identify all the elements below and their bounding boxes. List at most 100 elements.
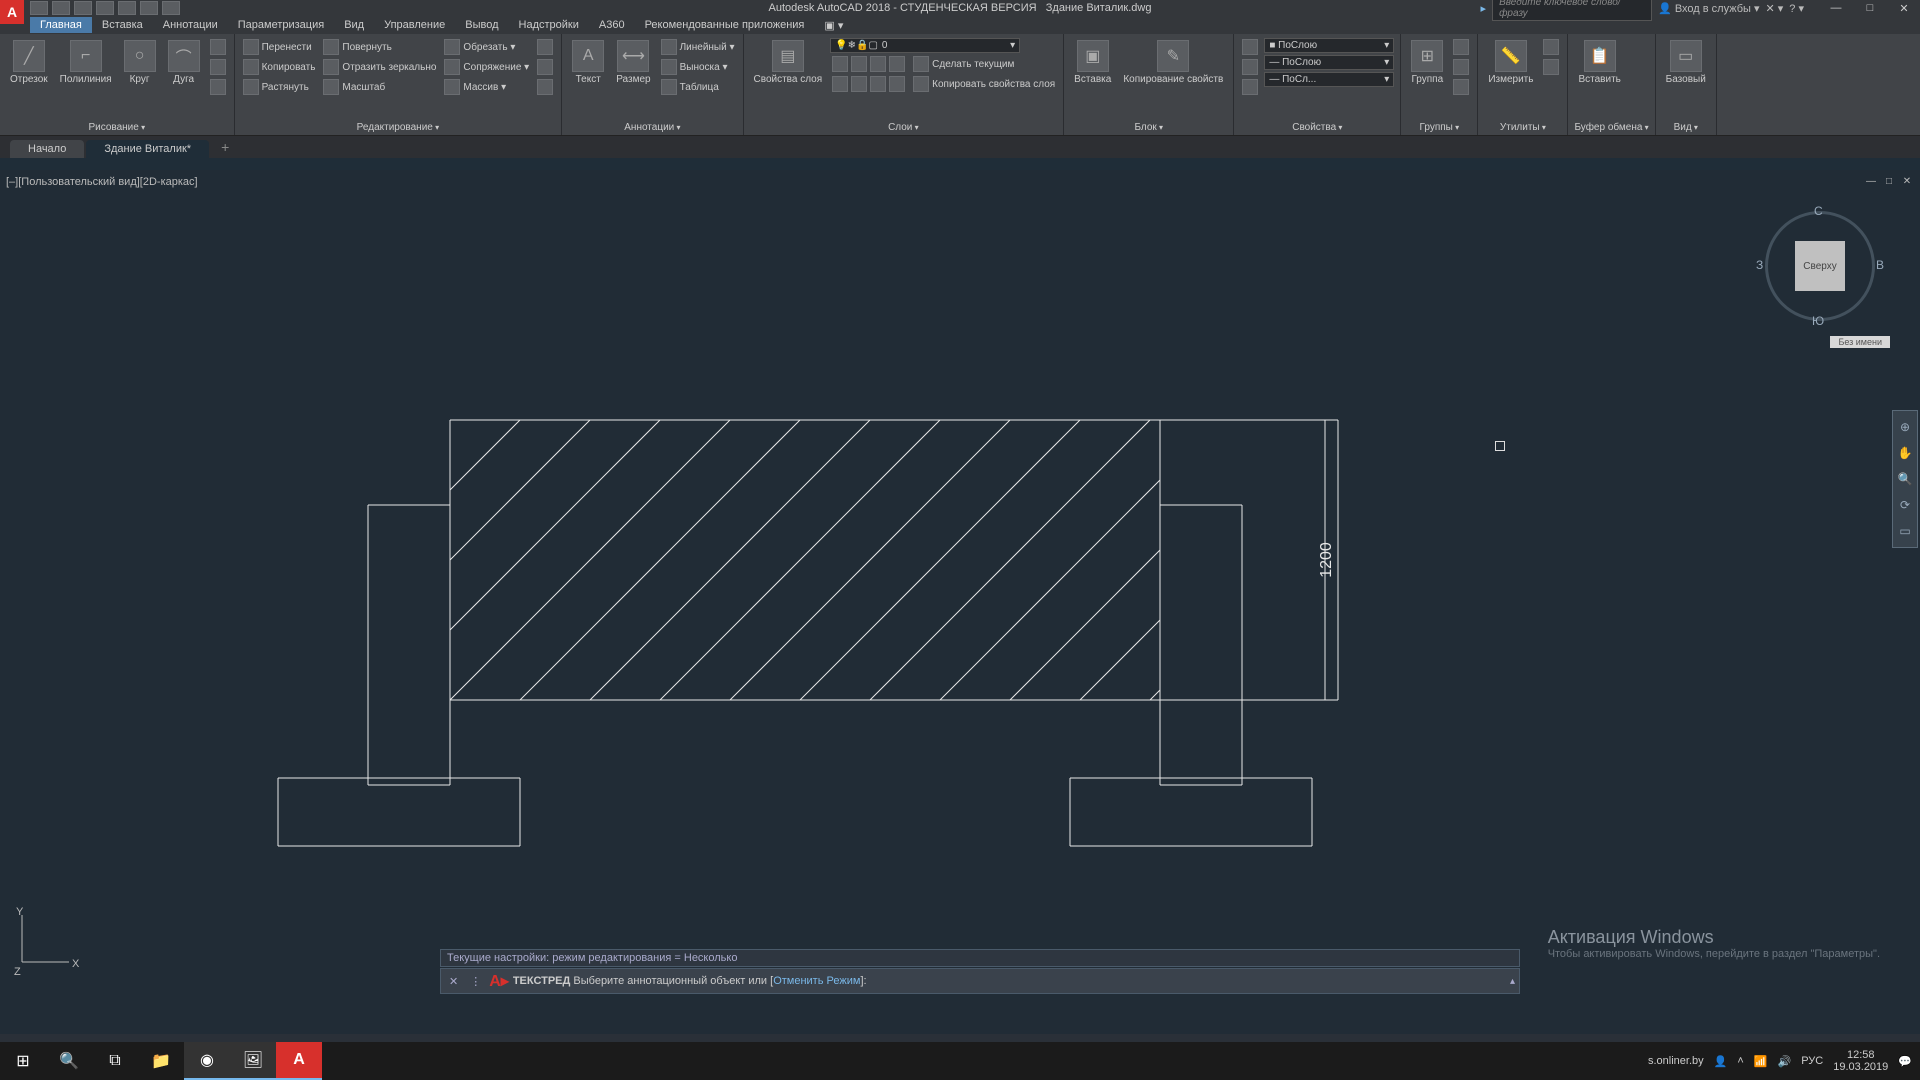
menu-parametric[interactable]: Параметризация xyxy=(228,17,334,33)
qat-new-icon[interactable] xyxy=(30,1,48,15)
group-ex1[interactable] xyxy=(1451,38,1471,56)
tab-document[interactable]: Здание Виталик* xyxy=(86,140,209,158)
arc-button[interactable]: ⌒Дуга xyxy=(164,38,204,87)
drawing-canvas[interactable]: [–][Пользовательский вид][2D-каркас] — □… xyxy=(0,170,1920,1040)
search-button[interactable]: 🔍 xyxy=(46,1042,92,1080)
copyprops-button[interactable]: ✎Копирование свойств xyxy=(1119,38,1227,87)
trim-button[interactable]: Обрезать ▾ xyxy=(442,38,531,56)
leader-button[interactable]: Выноска ▾ xyxy=(659,58,737,76)
qat-saveas-icon[interactable] xyxy=(96,1,114,15)
mirror-button[interactable]: Отразить зеркально xyxy=(321,58,438,76)
compass-w[interactable]: З xyxy=(1756,258,1763,272)
nav-pan-icon[interactable]: ✋ xyxy=(1895,443,1915,463)
nav-orbit-icon[interactable]: ⟳ xyxy=(1895,495,1915,515)
panel-props-title[interactable]: Свойства xyxy=(1240,120,1394,133)
close-button[interactable]: ✕ xyxy=(1888,0,1920,16)
app-logo[interactable]: A xyxy=(0,0,24,24)
tray-up-icon[interactable]: ˄ xyxy=(1737,1055,1743,1067)
viewcube-face[interactable]: Сверху xyxy=(1795,241,1845,291)
command-line[interactable]: Текущие настройки: режим редактирования … xyxy=(440,949,1520,994)
insert-button[interactable]: ▣Вставка xyxy=(1070,38,1115,87)
viewcube-label[interactable]: Без имени xyxy=(1830,336,1890,348)
menu-output[interactable]: Вывод xyxy=(455,17,508,33)
qat-open-icon[interactable] xyxy=(52,1,70,15)
group-button[interactable]: ⊞Группа xyxy=(1407,38,1447,87)
group-ex3[interactable] xyxy=(1451,78,1471,96)
draw-extra2[interactable] xyxy=(208,58,228,76)
menu-insert[interactable]: Вставка xyxy=(92,17,153,33)
panel-utils-title[interactable]: Утилиты xyxy=(1484,120,1561,133)
panel-view-title[interactable]: Вид xyxy=(1662,120,1710,133)
tray-network-icon[interactable]: 📶 xyxy=(1754,1055,1768,1068)
copy-button[interactable]: Копировать xyxy=(241,58,318,76)
tray-volume-icon[interactable]: 🔊 xyxy=(1778,1055,1792,1068)
util-ex1[interactable] xyxy=(1541,38,1561,56)
modify-ex2[interactable] xyxy=(535,58,555,76)
props-btn3[interactable] xyxy=(1240,78,1260,96)
menu-annotate[interactable]: Аннотации xyxy=(153,17,228,33)
panel-draw-title[interactable]: Рисование xyxy=(6,120,228,133)
cmd-recent-icon[interactable]: ▴ xyxy=(1510,976,1515,987)
start-button[interactable]: ⊞ xyxy=(0,1042,46,1080)
line-button[interactable]: ╱Отрезок xyxy=(6,38,52,87)
measure-button[interactable]: 📏Измерить xyxy=(1484,38,1537,87)
panel-clip-title[interactable]: Буфер обмена xyxy=(1574,120,1648,133)
group-ex2[interactable] xyxy=(1451,58,1471,76)
panel-layers-title[interactable]: Слои xyxy=(750,120,1058,133)
nav-showmotion-icon[interactable]: ▭ xyxy=(1895,521,1915,541)
draw-extra3[interactable] xyxy=(208,78,228,96)
draw-extra1[interactable] xyxy=(208,38,228,56)
match-props-button[interactable] xyxy=(1240,38,1260,56)
panel-modify-title[interactable]: Редактирование xyxy=(241,120,556,133)
signin-button[interactable]: 👤 Вход в службы ▾ xyxy=(1658,2,1759,15)
explorer-button[interactable]: 📁 xyxy=(138,1042,184,1080)
menu-featured[interactable]: Рекомендованные приложения xyxy=(635,17,815,33)
panel-groups-title[interactable]: Группы xyxy=(1407,120,1471,133)
stretch-button[interactable]: Растянуть xyxy=(241,78,318,96)
make-current-button[interactable]: Сделать текущим xyxy=(911,55,1057,73)
panel-annot-title[interactable]: Аннотации xyxy=(568,120,736,133)
table-button[interactable]: Таблица xyxy=(659,78,737,96)
viewcube[interactable]: Сверху С Ю В З Без имени xyxy=(1760,206,1880,326)
compass-e[interactable]: В xyxy=(1876,258,1884,272)
chrome-button[interactable]: ◉ xyxy=(184,1042,230,1080)
menu-home[interactable]: Главная xyxy=(30,17,92,33)
util-ex2[interactable] xyxy=(1541,58,1561,76)
linear-button[interactable]: Линейный ▾ xyxy=(659,38,737,56)
layer-btn-2[interactable] xyxy=(830,75,907,93)
search-input[interactable]: Введите ключевое слово/фразу xyxy=(1492,0,1652,21)
menu-view[interactable]: Вид xyxy=(334,17,374,33)
tray-notifications-icon[interactable]: 💬 xyxy=(1898,1055,1912,1068)
nav-wheel-icon[interactable]: ⊕ xyxy=(1895,417,1915,437)
help-icon[interactable]: ? ▾ xyxy=(1789,2,1804,15)
modify-ex3[interactable] xyxy=(535,78,555,96)
color-dropdown[interactable]: ■ ПоСлою▾ xyxy=(1264,38,1394,53)
props-btn2[interactable] xyxy=(1240,58,1260,76)
move-button[interactable]: Перенести xyxy=(241,38,318,56)
compass-s[interactable]: Ю xyxy=(1812,314,1824,328)
panel-block-title[interactable]: Блок xyxy=(1070,120,1227,133)
match-layer-button[interactable]: Копировать свойства слоя xyxy=(911,75,1057,93)
compass-n[interactable]: С xyxy=(1814,204,1823,218)
qat-save-icon[interactable] xyxy=(74,1,92,15)
fillet-button[interactable]: Сопряжение ▾ xyxy=(442,58,531,76)
tab-start[interactable]: Начало xyxy=(10,140,84,158)
array-button[interactable]: Массив ▾ xyxy=(442,78,531,96)
nav-zoom-icon[interactable]: 🔍 xyxy=(1895,469,1915,489)
tray-people-icon[interactable]: 👤 xyxy=(1714,1055,1728,1068)
paste-button[interactable]: 📋Вставить xyxy=(1574,38,1624,87)
dimension-button[interactable]: ⟷Размер xyxy=(612,38,654,87)
menu-addins[interactable]: Надстройки xyxy=(509,17,589,33)
modify-ex1[interactable] xyxy=(535,38,555,56)
polyline-button[interactable]: ⌐Полилиния xyxy=(56,38,116,87)
menu-expand-icon[interactable]: ▣ ▾ xyxy=(814,17,853,34)
scale-button[interactable]: Масштаб xyxy=(321,78,438,96)
layer-btn-1[interactable] xyxy=(830,55,907,73)
tray-clock[interactable]: 12:5819.03.2019 xyxy=(1833,1049,1888,1073)
qat-undo-icon[interactable] xyxy=(140,1,158,15)
tray-lang[interactable]: РУС xyxy=(1801,1055,1823,1067)
qat-print-icon[interactable] xyxy=(118,1,136,15)
layer-props-button[interactable]: ▤Свойства слоя xyxy=(750,38,827,87)
cmd-close-icon[interactable]: ✕ xyxy=(445,975,462,988)
cmd-handle-icon[interactable]: ⋮ xyxy=(466,975,485,988)
